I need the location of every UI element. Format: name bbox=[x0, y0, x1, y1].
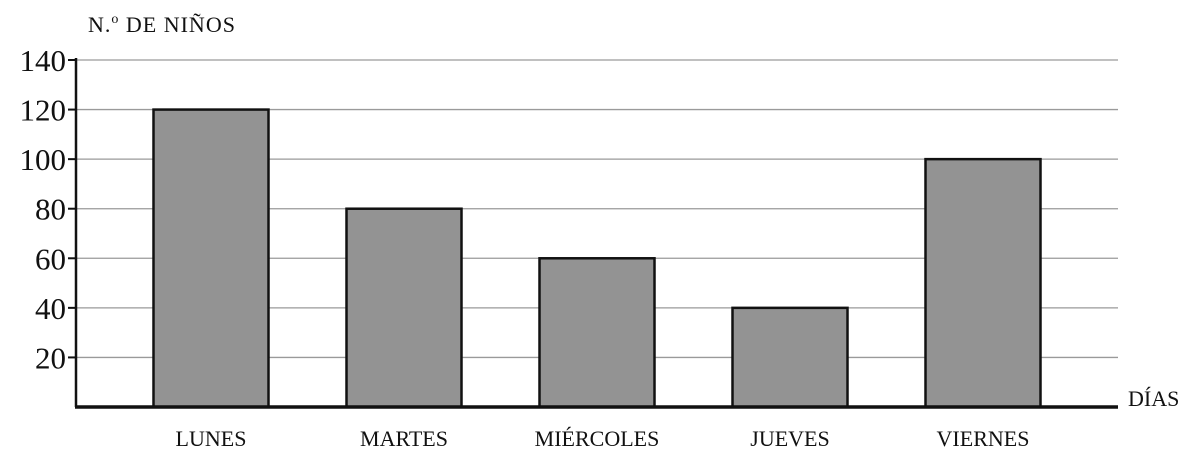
x-axis-label: DÍAS bbox=[1128, 386, 1179, 411]
x-tick-label: JUEVES bbox=[750, 426, 829, 450]
y-axis-label-main: N. bbox=[88, 12, 111, 37]
bar-jueves bbox=[731, 306, 849, 409]
y-tick-label: 80 bbox=[35, 192, 66, 227]
y-tick-label: 140 bbox=[20, 43, 67, 78]
y-axis-label: N.o DE NIÑOS bbox=[88, 12, 236, 37]
x-tick-labels: LUNES MARTES MIÉRCOLES JUEVES VIERNES bbox=[176, 426, 1030, 450]
bar-lunes bbox=[152, 108, 270, 409]
x-tick-label: VIERNES bbox=[937, 426, 1030, 450]
y-tick-label: 100 bbox=[20, 142, 67, 177]
y-axis-label-tail: DE NIÑOS bbox=[119, 12, 236, 37]
bar-viernes bbox=[924, 157, 1042, 409]
x-tick-label: LUNES bbox=[176, 426, 247, 450]
y-axis-label-superscript: o bbox=[111, 12, 119, 27]
y-tick-label: 60 bbox=[35, 241, 66, 276]
bars bbox=[152, 108, 1042, 409]
x-tick-label: MARTES bbox=[360, 426, 448, 450]
y-tick-label: 20 bbox=[35, 340, 66, 375]
bar-martes bbox=[345, 207, 463, 409]
y-tick-label: 40 bbox=[35, 291, 66, 326]
y-tick-label: 120 bbox=[20, 93, 67, 128]
bar-miércoles bbox=[538, 257, 656, 409]
axes bbox=[68, 58, 1118, 409]
y-tick-labels: 20 40 60 80 100 120 140 bbox=[20, 43, 67, 375]
x-tick-label: MIÉRCOLES bbox=[535, 426, 660, 450]
